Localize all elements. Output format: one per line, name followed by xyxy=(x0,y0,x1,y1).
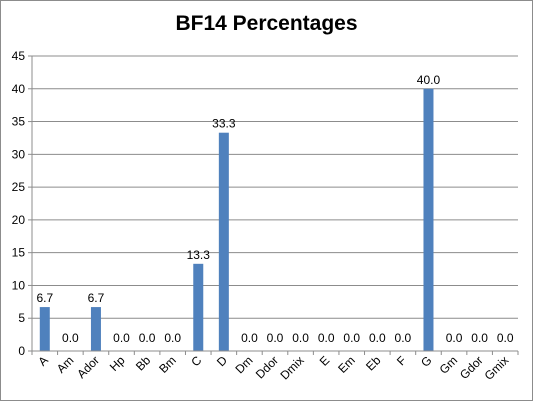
data-label: 6.7 xyxy=(36,291,53,305)
data-label: 40.0 xyxy=(417,73,441,87)
x-tick-label: E xyxy=(317,353,333,369)
data-label: 0.0 xyxy=(113,331,130,345)
data-label: 0.0 xyxy=(318,331,335,345)
data-label: 0.0 xyxy=(139,331,156,345)
y-tick-labels: 0 5 10 15 20 25 30 35 40 45 xyxy=(12,49,26,358)
x-tick-label: Gm xyxy=(437,353,461,377)
x-tick-label: Am xyxy=(54,353,77,376)
y-tick-label: 40 xyxy=(12,82,26,96)
x-tick-label: F xyxy=(394,353,409,368)
x-tick-label: A xyxy=(35,353,51,369)
x-tick-label: Em xyxy=(335,353,358,376)
x-tick-label: Ddor xyxy=(253,353,281,381)
data-label: 13.3 xyxy=(187,248,211,262)
data-label: 33.3 xyxy=(212,117,236,131)
data-label: 0.0 xyxy=(497,331,514,345)
x-tick-label: Gmix xyxy=(482,353,512,383)
y-tick-label: 25 xyxy=(12,180,26,194)
y-tick-label: 45 xyxy=(12,49,26,63)
y-tick-label: 30 xyxy=(12,147,26,161)
data-label: 0.0 xyxy=(395,331,412,345)
data-label: 0.0 xyxy=(446,331,463,345)
data-label: 0.0 xyxy=(369,331,386,345)
y-tick-label: 20 xyxy=(12,213,26,227)
data-labels: 6.7 0.0 6.7 0.0 0.0 0.0 13.3 33.3 0.0 0.0 0.0 0.0 0.… xyxy=(36,73,513,345)
x-tick-label: Hp xyxy=(107,353,128,374)
x-tick-label: Ador xyxy=(74,353,102,381)
y-tick-label: 5 xyxy=(18,311,25,325)
data-label: 0.0 xyxy=(62,331,79,345)
bar xyxy=(218,132,229,351)
y-tick-label: 0 xyxy=(18,344,25,358)
bar xyxy=(423,88,434,352)
x-tick-label: Bb xyxy=(133,353,154,374)
x-tick-label: G xyxy=(418,353,435,370)
data-label: 6.7 xyxy=(88,291,105,305)
bars xyxy=(39,88,434,352)
x-tick-label: C xyxy=(188,353,204,369)
data-label: 0.0 xyxy=(241,331,258,345)
data-label: 0.0 xyxy=(164,331,181,345)
y-tick-label: 35 xyxy=(12,115,26,129)
bar xyxy=(39,307,50,351)
data-label: 0.0 xyxy=(471,331,488,345)
x-tick-label: D xyxy=(214,353,230,369)
data-label: 0.0 xyxy=(267,331,284,345)
x-tick-label: Gdor xyxy=(457,353,486,382)
gridlines xyxy=(32,55,518,319)
bar xyxy=(193,263,204,351)
x-tick-label: Dm xyxy=(232,353,255,376)
data-label: 0.0 xyxy=(343,331,360,345)
y-tick-label: 15 xyxy=(12,246,26,260)
axes xyxy=(28,55,519,355)
y-tick-label: 10 xyxy=(12,278,26,292)
x-tick-label: Bm xyxy=(156,353,179,376)
chart-title: BF14 Percentages xyxy=(175,12,358,35)
data-label: 0.0 xyxy=(292,331,309,345)
bar xyxy=(90,307,101,351)
x-tick-label: Eb xyxy=(363,353,384,374)
x-tick-label: Dmix xyxy=(277,353,306,382)
